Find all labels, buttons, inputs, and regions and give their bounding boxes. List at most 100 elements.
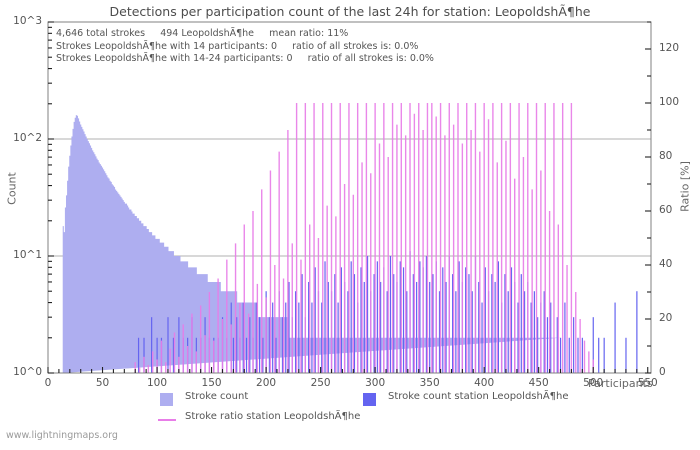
- x-axis-tick-label: 200: [256, 377, 277, 389]
- bar-stroke-count-station: [298, 302, 300, 373]
- bar-stroke-count-station: [308, 281, 310, 373]
- bar-stroke-count-station: [324, 261, 326, 373]
- x-axis-tick-label: 150: [201, 377, 222, 389]
- bar-stroke-count-station: [543, 291, 545, 373]
- bar-stroke-count-station: [255, 302, 257, 373]
- bar-stroke-count-station: [285, 302, 287, 373]
- watermark-label: www.lightningmaps.org: [6, 430, 118, 441]
- y-axis-tick-label-right: 100: [659, 96, 680, 108]
- bar-stroke-count-station: [288, 281, 290, 373]
- plot-frame: [47, 21, 652, 374]
- bar-stroke-count-station: [363, 281, 365, 373]
- bar-stroke-count-station: [429, 281, 431, 373]
- bar-stroke-count-station: [484, 267, 486, 373]
- series-stroke-count-area: [62, 115, 562, 374]
- bar-stroke-count-station: [366, 256, 369, 373]
- bar-stroke-count-station: [442, 267, 444, 373]
- bar-stroke-count-station: [438, 291, 441, 373]
- bar-stroke-count-station: [465, 267, 467, 373]
- bar-stroke-count-station: [236, 317, 238, 373]
- bar-stroke-count-station: [268, 317, 271, 373]
- annotation-line: Strokes LeopoldshÃ¶he with 14 participan…: [56, 40, 419, 52]
- bar-stroke-count-station: [523, 291, 526, 373]
- bar-stroke-count-station: [137, 337, 140, 373]
- bar-stroke-count-station: [478, 281, 480, 373]
- x-axis-tick-label: 500: [583, 377, 604, 389]
- bar-stroke-count-station: [242, 302, 244, 373]
- x-axis-tick-label: 300: [365, 377, 386, 389]
- bar-stroke-count-station: [598, 337, 600, 373]
- x-axis-tick-label: 550: [637, 377, 658, 389]
- bar-stroke-count-station: [143, 337, 145, 373]
- bar-stroke-count-station: [559, 337, 562, 373]
- bar-stroke-count-station: [232, 337, 235, 373]
- bar-stroke-count-station: [458, 261, 460, 373]
- bar-stroke-count-station: [350, 261, 352, 373]
- y-axis-tick-label-right: 0: [659, 366, 666, 378]
- bar-stroke-count-station: [577, 337, 579, 373]
- bar-stroke-count-station: [167, 317, 169, 373]
- bar-stroke-count-station: [376, 261, 378, 373]
- legend-swatch-icon: [160, 393, 173, 406]
- bar-stroke-count-station: [568, 337, 570, 373]
- x-axis-tick-label: 400: [474, 377, 495, 389]
- y-axis-tick-label-left: 10^3: [13, 15, 42, 27]
- bar-stroke-count-station: [327, 281, 329, 373]
- bar-stroke-count-station: [340, 267, 342, 373]
- bar-stroke-count-station: [399, 261, 401, 373]
- bar-stroke-count-station: [452, 274, 454, 373]
- annotation-line: Strokes LeopoldshÃ¶he with 14-24 partici…: [56, 53, 434, 64]
- bar-stroke-count-station: [249, 317, 251, 373]
- bar-stroke-count-station: [494, 281, 496, 373]
- bar-stroke-count-station: [259, 317, 261, 373]
- bar-stroke-count-station: [636, 291, 638, 373]
- bar-stroke-count-station: [347, 291, 349, 373]
- x-axis-tick-label: 250: [310, 377, 331, 389]
- x-axis-label: Participants: [588, 377, 653, 390]
- bar-stroke-count-station: [262, 337, 264, 373]
- bar-stroke-count-station: [389, 256, 392, 373]
- bar-stroke-count-station: [373, 274, 375, 373]
- legend-swatch-icon: [363, 393, 376, 406]
- x-axis-tick-label: 450: [528, 377, 549, 389]
- y-axis-tick-label-right: 20: [659, 312, 673, 324]
- bar-stroke-count-station: [151, 317, 153, 373]
- bar-stroke-count-station: [281, 317, 284, 373]
- bar-stroke-count-station: [517, 302, 519, 373]
- bar-stroke-count-station: [294, 291, 297, 373]
- bar-stroke-count-station: [556, 317, 558, 373]
- bar-stroke-count-station: [520, 274, 522, 373]
- x-axis-tick-label: 350: [419, 377, 440, 389]
- bar-stroke-count-station: [537, 317, 539, 373]
- bar-stroke-count-station: [510, 267, 513, 373]
- bar-stroke-count-station: [614, 302, 616, 373]
- legend-label: Stroke count station LeopoldshÃ¶he: [388, 391, 569, 402]
- bar-stroke-count-station: [419, 261, 421, 373]
- annotation-line: 4,646 total strokes 494 LeopoldshÃ¶he me…: [56, 28, 349, 39]
- y-axis-tick-label-right: 60: [659, 204, 673, 216]
- bar-stroke-count-station: [481, 302, 483, 373]
- bar-stroke-count-station: [380, 281, 382, 373]
- bar-stroke-count-station: [507, 291, 509, 373]
- bar-stroke-count-station: [156, 337, 158, 373]
- bar-stroke-count-station: [592, 317, 594, 373]
- bar-stroke-count-station: [386, 291, 388, 373]
- page-title: Detections per participation count of th…: [109, 4, 591, 19]
- bar-stroke-count-station: [581, 337, 583, 373]
- bar-stroke-count-station: [546, 317, 549, 373]
- bar-stroke-count-station: [172, 337, 175, 373]
- y-axis-tick-label-left: 10^1: [13, 249, 42, 261]
- bar-stroke-count-station: [468, 274, 470, 373]
- bar-stroke-count-station: [334, 274, 336, 373]
- x-axis-tick-label: 0: [44, 377, 52, 389]
- bar-stroke-count-station: [625, 337, 627, 373]
- y-axis-tick-label-right: 120: [659, 42, 680, 54]
- bar-stroke-count-station: [416, 281, 418, 373]
- bar-stroke-count-station: [471, 291, 473, 373]
- bar-stroke-count-station: [321, 302, 323, 373]
- bar-stroke-count-station: [412, 274, 414, 373]
- bar-stroke-count-station: [603, 337, 605, 373]
- bar-stroke-count-station: [301, 274, 303, 373]
